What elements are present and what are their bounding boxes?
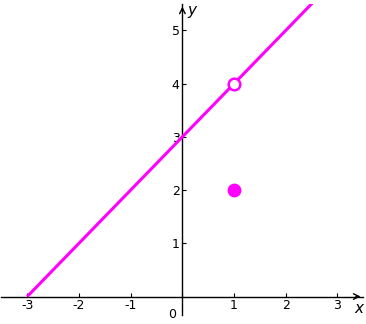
Text: x: x — [355, 301, 364, 316]
Point — [231, 81, 237, 86]
Text: 0: 0 — [168, 308, 176, 321]
Text: y: y — [187, 3, 196, 18]
Point — [231, 188, 237, 193]
